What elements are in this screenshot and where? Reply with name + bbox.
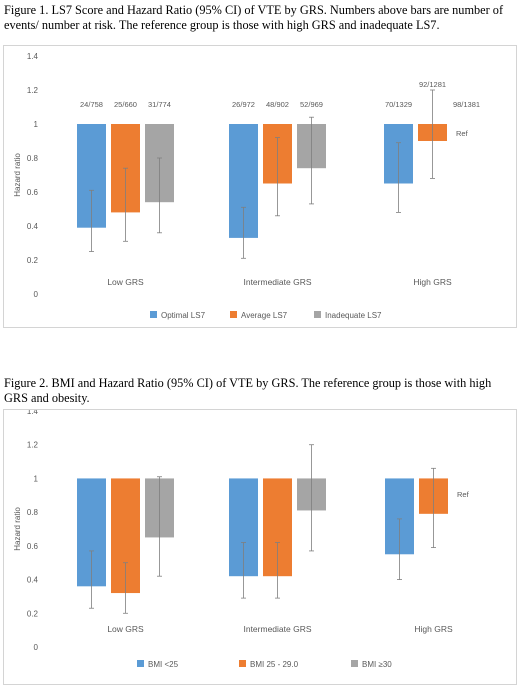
legend-label: Average LS7 [241,311,288,320]
y-tick-label: 0.8 [27,154,39,163]
bar-data-label: 52/969 [300,100,323,109]
legend-swatch [137,660,144,667]
figure1-chart: 0 0.2 0.4 0.6 0.8 1 1.2 1.4 Hazard ratio 24/758 26… [13,52,480,320]
legend-label: BMI <25 [148,660,179,669]
bar-data-label: 25/660 [114,100,137,109]
y-tick-label: 1.2 [27,441,39,450]
bar-data-label: 48/902 [266,100,289,109]
bar-data-label: 24/758 [80,100,103,109]
category-label: Intermediate GRS [243,277,311,287]
figure1-chart-frame: 0 0.2 0.4 0.6 0.8 1 1.2 1.4 Hazard ratio 24/758 26… [3,45,517,328]
y-tick-label: 0.6 [27,542,39,551]
legend-label: Optimal LS7 [161,311,206,320]
y-tick-label: 1.4 [27,52,39,61]
category-label: Low GRS [107,277,144,287]
y-tick-label: 1.2 [27,86,39,95]
bar-data-label: 31/774 [148,100,171,109]
category-label: High GRS [413,277,452,287]
bar-data-label: 98/1381 [453,100,480,109]
figure2-caption: Figure 2. BMI and Hazard Ratio (95% CI) … [4,376,492,405]
y-tick-label: 1.4 [27,410,39,416]
y-tick-label: 0.6 [27,188,39,197]
figure2-chart: 0 0.2 0.4 0.6 0.8 1 1.2 1.4 Hazard ratio Ref Low G… [13,410,470,669]
y-tick-label: 0.4 [27,222,39,231]
legend-swatch [230,311,237,318]
category-label: Low GRS [107,624,144,634]
y-axis-title: Hazard ratio [13,153,22,197]
y-tick-label: 0 [34,643,39,652]
y-tick-label: 1 [34,120,39,129]
y-tick-label: 0.2 [27,256,39,265]
legend-label: BMI 25 - 29.0 [250,660,299,669]
figure2-chart-frame: 0 0.2 0.4 0.6 0.8 1 1.2 1.4 Hazard ratio Ref Low G… [3,409,517,685]
legend-swatch [314,311,321,318]
bar-data-label: 70/1329 [385,100,412,109]
reference-annotation: Ref [456,129,469,138]
legend-label: BMI ≥30 [362,660,392,669]
category-label: Intermediate GRS [243,624,311,634]
legend-swatch [150,311,157,318]
bar-data-label: 92/1281 [419,80,446,89]
y-tick-label: 0.2 [27,609,39,618]
figure1-caption: Figure 1. LS7 Score and Hazard Ratio (95… [4,3,504,32]
legend-swatch [239,660,246,667]
y-tick-label: 0.4 [27,576,39,585]
bar-data-label: 26/972 [232,100,255,109]
category-label: High GRS [414,624,453,634]
y-tick-label: 0 [34,290,39,299]
y-axis-title: Hazard ratio [13,507,22,551]
legend-swatch [351,660,358,667]
y-tick-label: 1 [34,474,39,483]
y-tick-label: 0.8 [27,508,39,517]
legend-label: Inadequate LS7 [325,311,382,320]
reference-annotation: Ref [457,490,470,499]
